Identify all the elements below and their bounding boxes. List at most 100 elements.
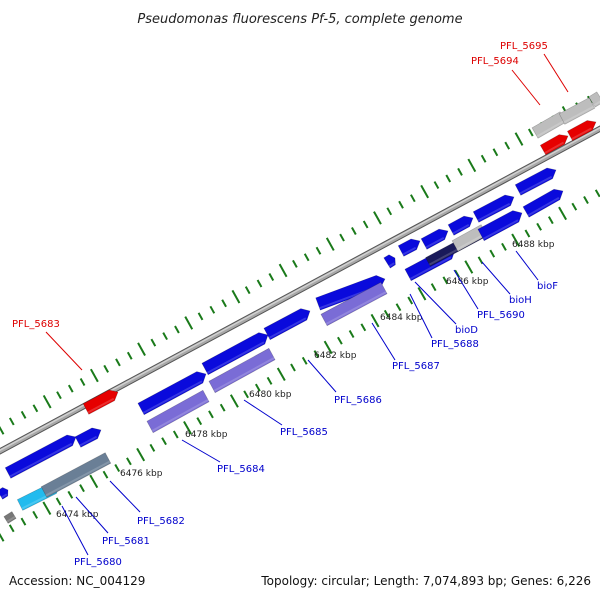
gene-label-biod[interactable]: bioD [455, 325, 478, 336]
dotted-ring-0-mark [197, 312, 204, 321]
gene-label-pfl-5688[interactable]: PFL_5688 [431, 339, 479, 350]
gene-label-pfl-5686[interactable]: PFL_5686 [334, 395, 382, 406]
dotted-ring-1-mark [196, 417, 203, 426]
dotted-ring-1-mark [370, 313, 380, 328]
gene-label-pfl-5680[interactable]: PFL_5680 [74, 557, 122, 568]
label-leader-line [409, 293, 433, 339]
gene-labels: PFL_5680 PFL_5681 PFL_5682 PFL_5683 PFL_5684… [12, 41, 569, 568]
gene-pfl5680-tail-highlight [45, 460, 111, 497]
dotted-ring-1-mark [547, 216, 554, 225]
dotted-ring-1-mark [337, 336, 343, 345]
dotted-ring-1-mark [524, 229, 531, 238]
kbp-tick-label: 6476 kbp [120, 469, 163, 479]
gene-label-pfl-5684[interactable]: PFL_5684 [217, 464, 265, 475]
dotted-ring-1-mark [55, 497, 62, 506]
dotted-ring-0-mark [492, 148, 499, 157]
dotted-ring-0-mark [184, 316, 194, 330]
dotted-ring-1-mark [417, 287, 427, 301]
label-leader-line [45, 331, 83, 371]
gene-pfl5683-bar [82, 389, 119, 415]
gene-pfl5688-bar [420, 228, 449, 250]
dotted-ring-1-mark [395, 303, 402, 312]
summary-text: Topology: circular; Length: 7,074,893 bp… [260, 574, 591, 588]
gene-pfl5694-red [539, 134, 569, 156]
gene-pfl5688-bar-highlight [425, 237, 445, 249]
gene-label-pfl-5685[interactable]: PFL_5685 [280, 427, 328, 438]
dotted-ring-0-mark [325, 237, 335, 251]
gene-pfl5681-bar [4, 434, 77, 479]
dotted-ring-0-mark [445, 174, 452, 183]
dotted-ring-0-mark [0, 425, 5, 435]
dotted-ring-0-mark [103, 364, 109, 373]
dotted-ring-1-mark [536, 222, 542, 231]
dotted-ring-0-mark [8, 417, 15, 426]
dotted-ring-0-mark [292, 259, 298, 268]
gene-label-pfl-5690[interactable]: PFL_5690 [477, 310, 525, 321]
gene-label-pfl-5695[interactable]: PFL_5695 [500, 41, 548, 52]
dotted-ring-1-mark [219, 403, 226, 412]
gene-left-edge [0, 487, 9, 500]
gene-pfl5695-gray-highlight [563, 105, 595, 124]
dotted-ring-1-mark [229, 394, 239, 408]
dotted-ring-1-mark [136, 447, 146, 462]
gene-label-pfl-5687[interactable]: PFL_5687 [392, 361, 440, 372]
label-leader-line [243, 399, 283, 426]
kbp-tick-label: 6474 kbp [56, 510, 99, 520]
dotted-ring-1-mark [501, 242, 507, 251]
gene-pfl5682-bar-highlight [79, 435, 98, 447]
dotted-ring-1-mark [102, 470, 109, 479]
gene-label-bioh[interactable]: bioH [509, 295, 532, 306]
kbp-tick-label: 6478 kbp [185, 430, 228, 440]
dotted-ring-0-mark [67, 384, 74, 393]
dotted-ring-1-mark [208, 410, 214, 419]
dotted-ring-0-mark [89, 368, 99, 383]
dotted-ring-1-mark [348, 330, 355, 338]
gene-pfl5690-lightgray-highlight [456, 232, 487, 251]
gene-biof-lower [477, 210, 523, 242]
gene-biod-small [383, 254, 396, 269]
dotted-ring-1-mark [8, 524, 15, 533]
gene-biod-small-highlight [388, 262, 395, 268]
dotted-ring-0-mark [32, 404, 39, 413]
gene-label-pfl-5694[interactable]: PFL_5694 [471, 56, 519, 67]
dotted-ring-0-mark [410, 194, 416, 203]
gene-pfl5694-red-highlight [544, 141, 565, 154]
dotted-ring-0-mark [315, 246, 322, 255]
dotted-ring-0-mark [231, 289, 241, 304]
dotted-ring-1-mark [594, 189, 600, 198]
dotted-ring-1-mark [430, 283, 437, 292]
gene-label-pfl-5681[interactable]: PFL_5681 [102, 536, 150, 547]
label-leader-line [453, 269, 479, 310]
label-leader-line [75, 496, 109, 534]
gene-pfl5695-gray [558, 97, 596, 125]
dotted-ring-1-mark [161, 437, 167, 446]
gene-pfl5690-bar-highlight [409, 256, 452, 280]
gene-right-top-highlight [519, 175, 553, 195]
map-title: Pseudomonas fluorescens Pf-5, complete g… [137, 12, 462, 27]
dotted-ring-1-mark [583, 196, 589, 204]
gene-pfl5680-tail [40, 452, 112, 498]
gene-pfl5685-bar [201, 332, 269, 376]
dotted-ring-1-mark [477, 256, 484, 265]
dotted-ring-0-mark [278, 263, 288, 278]
gene-label-pfl-5683[interactable]: PFL_5683 [12, 319, 60, 330]
gene-label-pfl-5682[interactable]: PFL_5682 [137, 516, 185, 527]
gene-pfl5684b-bar [146, 389, 210, 434]
dotted-ring-1-mark [558, 206, 568, 221]
gene-pfl5682-bar [74, 427, 102, 448]
gene-right-edge-gray-highlight [593, 100, 600, 107]
dotted-ring-1-mark [183, 421, 192, 435]
gene-left-gray-highlight [6, 515, 16, 523]
dotted-ring-1-mark [290, 363, 296, 372]
dotted-ring-0-mark [527, 128, 534, 137]
dotted-ring-0-mark [79, 378, 86, 387]
dotted-ring-1-mark [114, 464, 121, 472]
gene-pfl5684b-bar-highlight [151, 399, 209, 432]
dotted-ring-0-mark [339, 233, 345, 242]
dotted-ring-1-mark [67, 490, 74, 499]
gene-features [0, 91, 600, 524]
dotted-ring-0-mark [209, 305, 216, 314]
gene-label-biof[interactable]: bioF [537, 281, 558, 292]
dotted-ring-1-mark [266, 376, 273, 385]
